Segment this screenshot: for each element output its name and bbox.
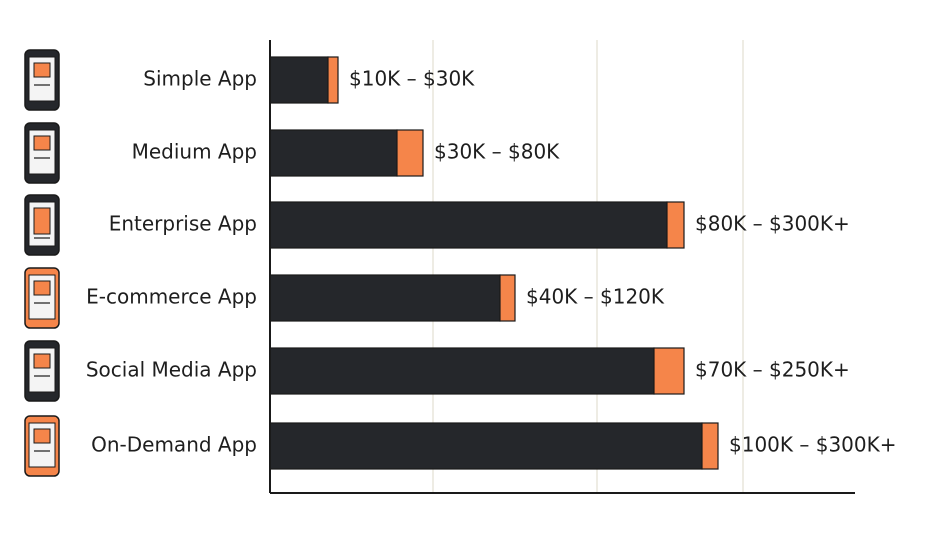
bar-segment: [269, 56, 329, 104]
value-label: $40K – $120K: [526, 285, 665, 309]
y-tick-label: On-Demand App: [91, 433, 257, 457]
phone-content: [33, 353, 51, 369]
y-tick-label: Social Media App: [86, 358, 257, 382]
bar-segment: [653, 347, 685, 395]
bar-segment: [269, 274, 501, 322]
y-tick-label: Medium App: [132, 140, 257, 164]
bar-segment: [269, 129, 398, 177]
y-tick-label: Enterprise App: [109, 212, 257, 236]
phone-content: [33, 207, 51, 235]
bar-segment: [701, 422, 719, 470]
phone-content: [33, 280, 51, 296]
bar-segment: [269, 422, 703, 470]
phone-icon: [24, 122, 60, 184]
value-label: $10K – $30K: [349, 67, 475, 91]
grid: [432, 40, 744, 493]
phone-icon: [24, 340, 60, 402]
bar-segment: [269, 347, 655, 395]
y-tick-label: E-commerce App: [86, 285, 257, 309]
phone-icon: [24, 194, 60, 256]
y-tick-label: Simple App: [143, 67, 257, 91]
phone-icon: [24, 49, 60, 111]
phone-content: [33, 428, 51, 444]
bar-segment: [499, 274, 516, 322]
bar-segment: [269, 201, 668, 249]
value-label: $80K – $300K+: [695, 212, 850, 236]
value-label: $70K – $250K+: [695, 358, 850, 382]
phone-content: [33, 62, 51, 78]
phone-icon: [24, 415, 60, 477]
phone-screen: [28, 56, 56, 102]
value-label: $30K – $80K: [434, 140, 560, 164]
phone-icon: [24, 267, 60, 329]
value-label: $100K – $300K+: [729, 433, 897, 457]
bar-segment: [396, 129, 424, 177]
phone-content: [33, 135, 51, 151]
bar-segment: [666, 201, 685, 249]
bar-segment: [327, 56, 339, 104]
